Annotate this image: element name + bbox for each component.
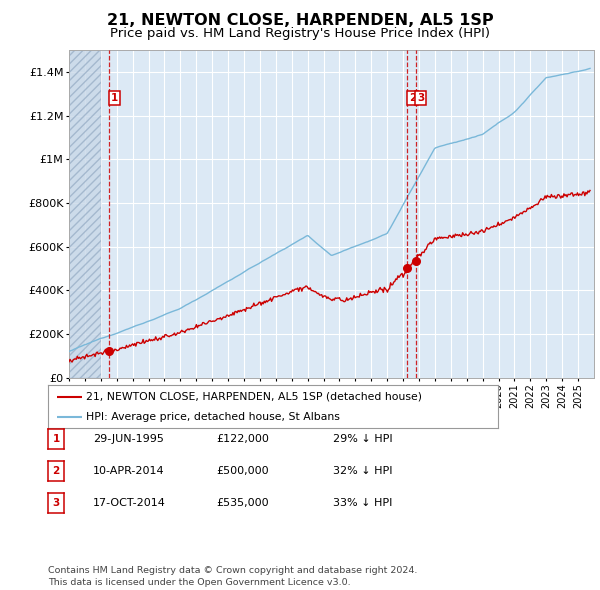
Text: 1: 1: [110, 93, 118, 103]
Text: £122,000: £122,000: [216, 434, 269, 444]
Text: 3: 3: [52, 498, 60, 507]
Text: 17-OCT-2014: 17-OCT-2014: [93, 498, 166, 507]
Text: £500,000: £500,000: [216, 466, 269, 476]
Text: 29% ↓ HPI: 29% ↓ HPI: [333, 434, 392, 444]
Text: £535,000: £535,000: [216, 498, 269, 507]
Text: 10-APR-2014: 10-APR-2014: [93, 466, 164, 476]
Text: 21, NEWTON CLOSE, HARPENDEN, AL5 1SP: 21, NEWTON CLOSE, HARPENDEN, AL5 1SP: [107, 13, 493, 28]
Text: 33% ↓ HPI: 33% ↓ HPI: [333, 498, 392, 507]
Text: 32% ↓ HPI: 32% ↓ HPI: [333, 466, 392, 476]
Text: Price paid vs. HM Land Registry's House Price Index (HPI): Price paid vs. HM Land Registry's House …: [110, 27, 490, 40]
Text: 29-JUN-1995: 29-JUN-1995: [93, 434, 164, 444]
Text: 2: 2: [52, 466, 60, 476]
Text: HPI: Average price, detached house, St Albans: HPI: Average price, detached house, St A…: [86, 412, 340, 422]
Text: 3: 3: [417, 93, 424, 103]
Text: 21, NEWTON CLOSE, HARPENDEN, AL5 1SP (detached house): 21, NEWTON CLOSE, HARPENDEN, AL5 1SP (de…: [86, 392, 422, 402]
Bar: [69, 50, 101, 378]
Text: 2: 2: [409, 93, 416, 103]
Text: 1: 1: [52, 434, 60, 444]
Text: Contains HM Land Registry data © Crown copyright and database right 2024.
This d: Contains HM Land Registry data © Crown c…: [48, 566, 418, 587]
